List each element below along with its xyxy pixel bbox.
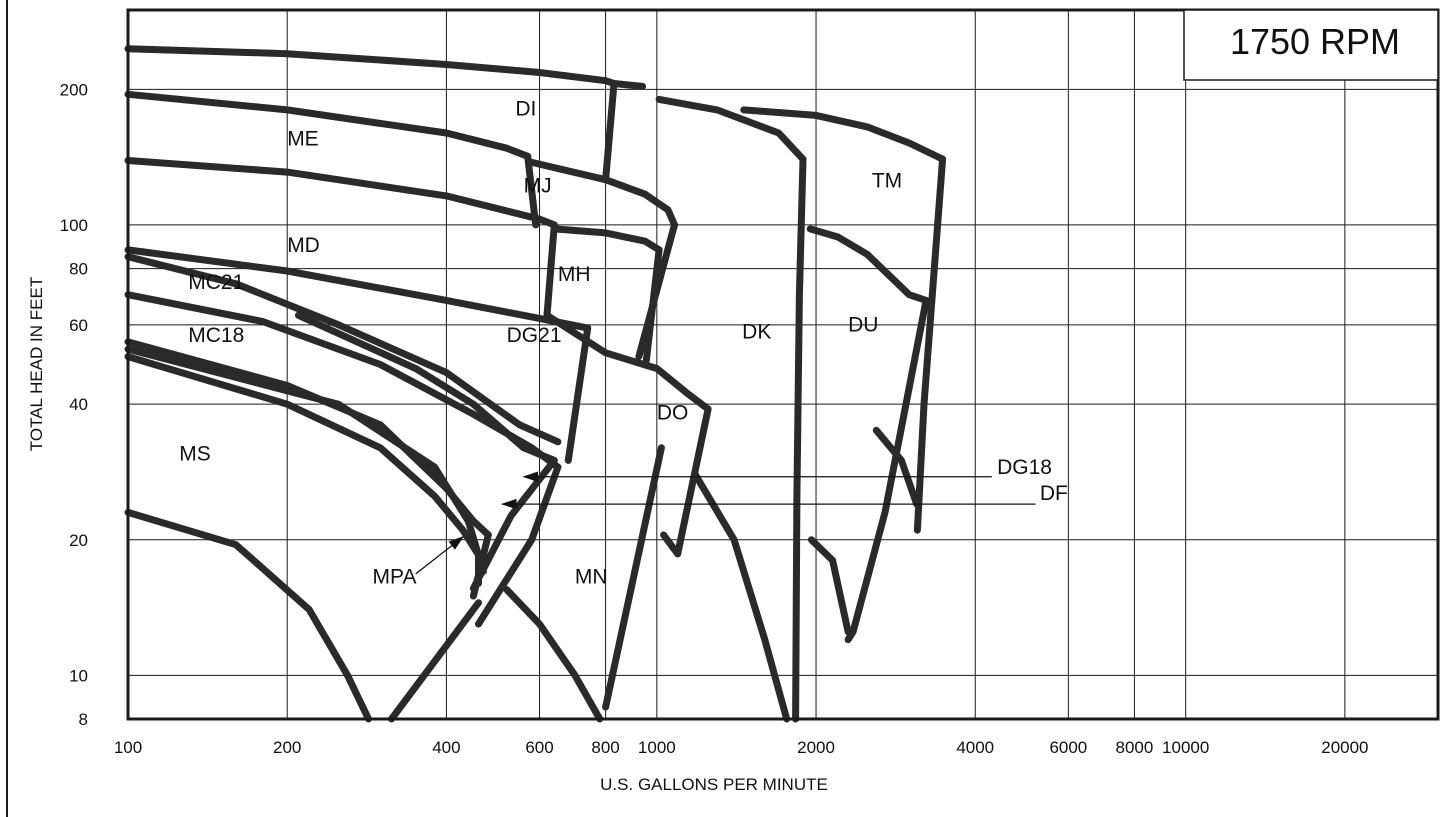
y-tick-label: 20 xyxy=(69,531,88,550)
curve-mh-top xyxy=(550,225,663,254)
curve-do-right xyxy=(660,405,712,558)
y-tick-label: 10 xyxy=(69,666,88,685)
curve-dg21-right xyxy=(564,324,592,464)
pointer-arrows xyxy=(415,471,1036,575)
y-tick-label: 8 xyxy=(79,710,88,729)
x-tick-label: 100 xyxy=(114,738,142,757)
left-edge-line xyxy=(6,0,8,817)
region-label-dg21: DG21 xyxy=(507,324,562,347)
region-label-mj: MJ xyxy=(524,175,552,198)
x-tick-label: 200 xyxy=(273,738,301,757)
x-tick-label: 10000 xyxy=(1162,738,1209,757)
curve-df-right xyxy=(469,456,558,592)
curve-mn-top xyxy=(503,586,604,723)
curve-tm-right xyxy=(913,155,947,534)
region-labels: DI ME MJ TM MD MH DK DU MC21 MC18 DG21 DO MS MN MPA DG1… xyxy=(179,97,1068,588)
curve-me-right xyxy=(524,152,540,229)
y-tick-label: 60 xyxy=(69,316,88,335)
region-label-do: DO xyxy=(657,401,689,424)
x-tick-label: 4000 xyxy=(956,738,994,757)
curve-di-top xyxy=(124,45,647,90)
region-label-tm: TM xyxy=(872,170,902,193)
x-tick-label: 800 xyxy=(591,738,619,757)
y-tick-label: 80 xyxy=(69,260,88,279)
x-tick-label: 1000 xyxy=(638,738,676,757)
region-label-mh: MH xyxy=(558,263,591,286)
curve-du-lower xyxy=(807,536,852,636)
curve-mn-right xyxy=(602,444,665,711)
region-label-ms: MS xyxy=(179,442,211,465)
y-axis-label: TOTAL HEAD IN FEET xyxy=(27,277,46,451)
curve-di-right xyxy=(602,80,618,184)
curve-tm-top xyxy=(740,106,947,163)
region-label-mn: MN xyxy=(575,565,608,588)
curve-mn-diag xyxy=(388,599,482,723)
curve-dk-bottom xyxy=(691,470,791,723)
region-label-du: DU xyxy=(848,313,878,336)
x-tick-label: 8000 xyxy=(1116,738,1154,757)
speed-label: 1750 RPM xyxy=(1230,21,1400,62)
region-label-md: MD xyxy=(287,234,320,257)
curve-df-bottom xyxy=(124,345,487,575)
curve-dk-top xyxy=(655,95,807,163)
region-label-mpa: MPA xyxy=(373,565,417,588)
curve-me-top xyxy=(124,90,532,160)
region-label-mc18: MC18 xyxy=(188,324,244,347)
curve-md-right xyxy=(543,221,558,319)
curve-du-right xyxy=(844,296,930,644)
curve-ms-bottom xyxy=(124,508,372,723)
region-label-df: DF xyxy=(1040,482,1068,505)
curve-dk-right xyxy=(792,155,807,723)
pump-range-curves xyxy=(124,45,947,723)
region-label-dg18: DG18 xyxy=(997,456,1052,479)
curve-tm-lower xyxy=(872,426,921,508)
curve-mh-right xyxy=(642,246,663,364)
curve-md-top xyxy=(124,157,558,229)
speed-box xyxy=(1183,9,1439,81)
curve-do-top xyxy=(543,311,712,413)
plot-frame xyxy=(126,8,1440,721)
x-axis-label: U.S. GALLONS PER MINUTE xyxy=(600,775,828,794)
pointer-mpa xyxy=(415,536,465,575)
region-label-di: DI xyxy=(515,97,536,120)
y-tick-label: 200 xyxy=(60,80,88,99)
x-tick-label: 6000 xyxy=(1049,738,1087,757)
y-tick-label: 40 xyxy=(69,395,88,414)
curve-mc18-top xyxy=(124,291,562,471)
x-tick-label: 20000 xyxy=(1321,738,1368,757)
region-label-mc21: MC21 xyxy=(188,271,244,294)
curve-mj-top xyxy=(526,158,678,229)
x-tick-label: 2000 xyxy=(797,738,835,757)
curve-mc21-top xyxy=(124,253,562,446)
curve-df-top xyxy=(294,311,558,464)
x-tick-label: 400 xyxy=(432,738,460,757)
curve-du-top xyxy=(806,225,930,304)
region-label-me: ME xyxy=(287,128,319,151)
tick-labels: 100 200 400 600 800 1000 2000 4000 6000 8000 10000… xyxy=(60,80,1369,757)
x-tick-label: 600 xyxy=(525,738,553,757)
y-tick-label: 100 xyxy=(60,216,88,235)
region-label-dk: DK xyxy=(742,320,771,343)
curve-dg18-right xyxy=(475,463,562,628)
